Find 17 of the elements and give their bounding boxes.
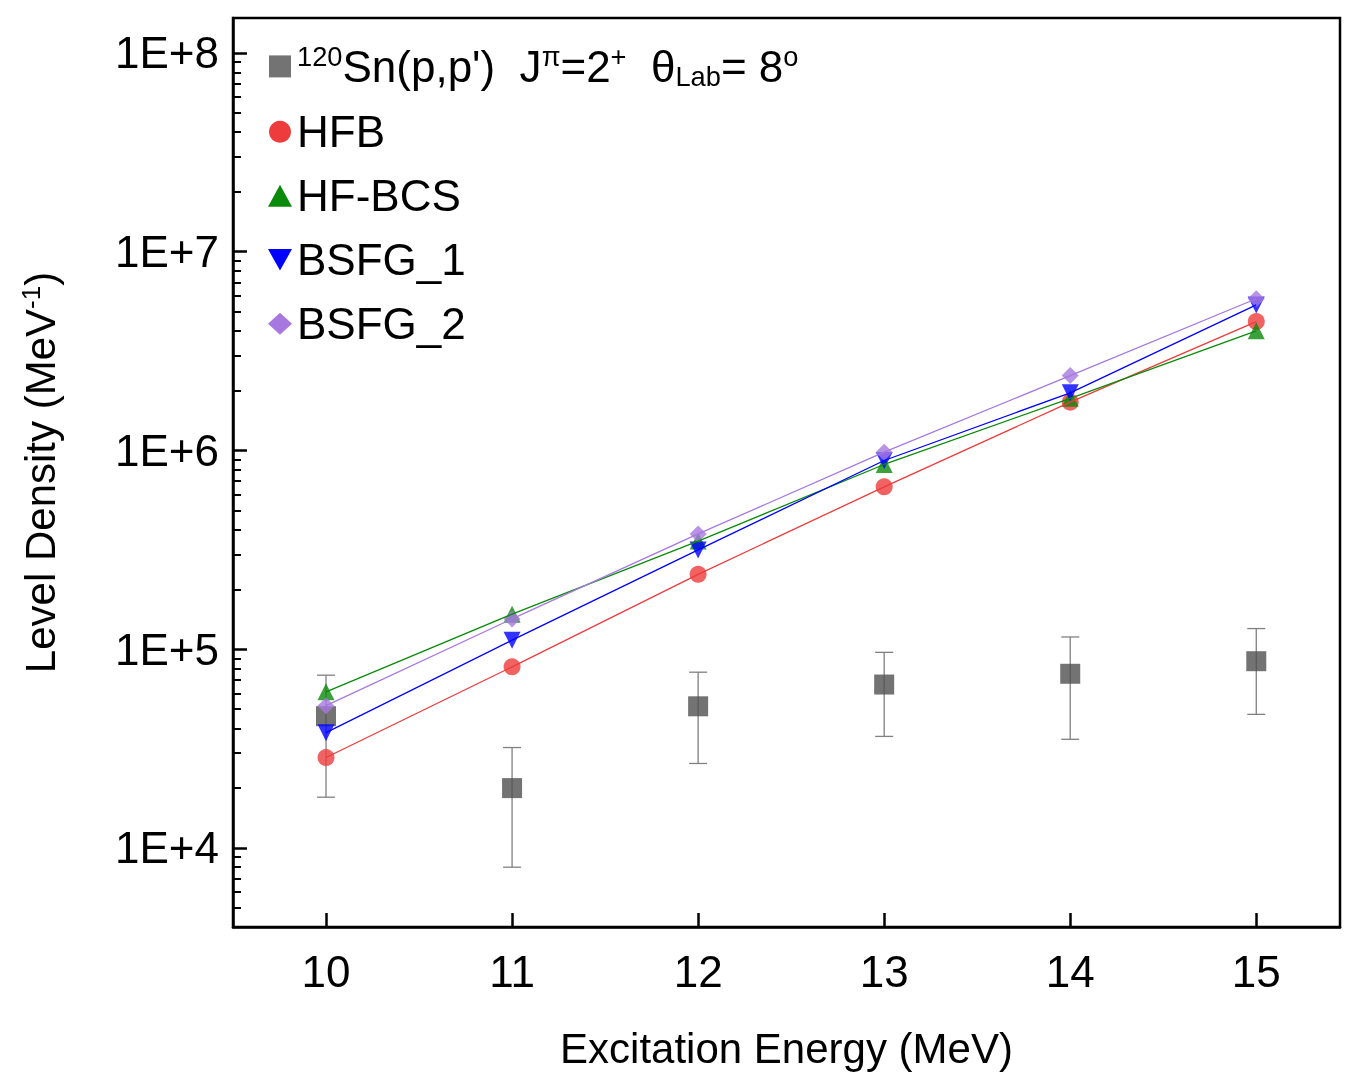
y-tick-label: 1E+4 xyxy=(115,823,219,873)
legend-label: BSFG_1 xyxy=(297,235,466,285)
y-tick-label: 1E+5 xyxy=(115,624,219,674)
legend-label: BSFG_2 xyxy=(297,299,466,349)
x-tick-label: 14 xyxy=(1045,946,1095,996)
x-axis-title: Excitation Energy (MeV) xyxy=(560,1024,1013,1072)
x-tick-label: 11 xyxy=(489,946,535,996)
x-tick-label: 13 xyxy=(859,946,909,996)
y-tick-label: 1E+6 xyxy=(115,425,219,475)
y-axis-title: Level Density (MeV-1) xyxy=(16,271,65,674)
y-tick-label: 1E+8 xyxy=(115,28,219,78)
y-tick-label: 1E+7 xyxy=(115,227,219,277)
x-tick-label: 15 xyxy=(1231,946,1281,996)
legend-label: HFB xyxy=(297,107,385,157)
legend-label: HF-BCS xyxy=(297,171,461,221)
x-tick-label: 10 xyxy=(301,946,351,996)
x-tick-label: 12 xyxy=(673,946,723,996)
